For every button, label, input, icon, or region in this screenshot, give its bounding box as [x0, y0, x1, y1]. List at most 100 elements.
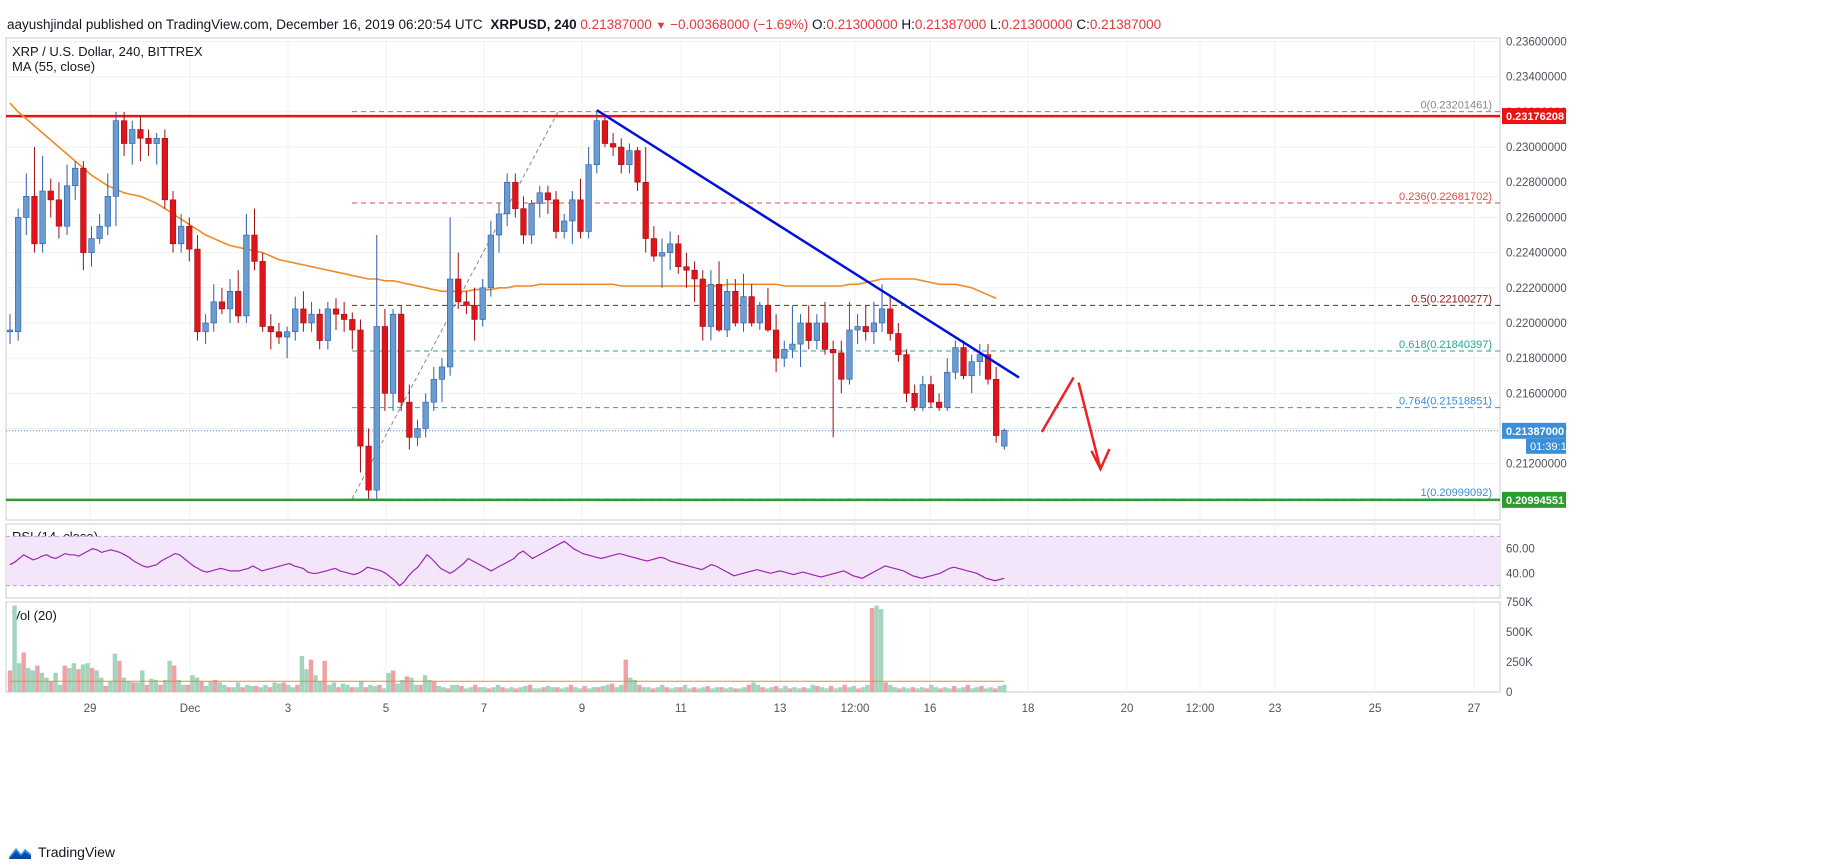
volume-bar [130, 682, 136, 692]
author-name[interactable]: aayushjindal [7, 17, 83, 32]
y-tick-label: 0.23400000 [1506, 72, 1567, 84]
candle-body [104, 196, 111, 227]
candle-body [675, 243, 682, 267]
y-tick-label: 0.23000000 [1506, 142, 1567, 154]
volume-bar [691, 687, 697, 692]
candle-body [642, 181, 649, 239]
support-price-badge: 0.20994551 [1506, 495, 1564, 507]
volume-bar [988, 687, 993, 692]
candle-body [528, 203, 535, 236]
candle-body [781, 349, 788, 359]
candle-body [577, 199, 584, 232]
volume-bar [199, 681, 204, 692]
volume-bar [979, 686, 984, 692]
forecast-arrowhead-icon [1090, 448, 1111, 472]
candle-body [805, 322, 812, 341]
candle-body [935, 401, 943, 408]
volume-bar [892, 687, 898, 692]
volume-bar [44, 677, 49, 692]
candle-body [479, 287, 486, 320]
volume-bar [970, 688, 975, 692]
volume-bar [235, 682, 241, 692]
x-tick-label: 25 [1369, 703, 1382, 715]
candle-body [952, 347, 959, 373]
y-tick-label: 0.22600000 [1506, 212, 1567, 224]
volume-bar [468, 687, 473, 692]
candle-body [772, 329, 780, 359]
footer-brand[interactable]: TradingView [8, 844, 115, 860]
volume-bar [938, 688, 943, 692]
candle-body [512, 181, 519, 209]
volume-bar [965, 684, 971, 692]
candle-body [471, 305, 478, 320]
candle-body [618, 146, 625, 165]
volume-bar [162, 680, 168, 692]
volume-bar [16, 663, 22, 692]
candle-body [365, 445, 372, 491]
x-tick-label: 27 [1468, 703, 1481, 715]
volume-bar [564, 687, 569, 692]
candle-body [226, 291, 234, 310]
volume-bar [217, 682, 223, 692]
volume-bar [929, 684, 934, 692]
volume-bar [108, 681, 113, 692]
x-tick-label: 11 [675, 703, 687, 715]
volume-bar [62, 665, 67, 692]
candle-body [31, 196, 38, 245]
volume-bar [491, 687, 496, 692]
volume-bar [203, 686, 209, 692]
volume-bar [596, 687, 601, 692]
volume-bar [518, 687, 524, 692]
candle-body [732, 291, 739, 324]
candle-body [976, 354, 983, 362]
y-tick-label: 0.23600000 [1506, 37, 1567, 49]
candle-body [699, 278, 706, 327]
volume-bar [723, 688, 729, 692]
candle-body [895, 333, 902, 355]
volume-bar [527, 684, 533, 692]
volume-bar [865, 684, 870, 692]
candle-body [634, 150, 641, 183]
candle-body [919, 384, 926, 408]
down-arrow-icon: ▼ [655, 20, 667, 32]
resistance-price-badge: 0.23176208 [1506, 111, 1564, 123]
volume-bar [509, 687, 514, 692]
volume-bar [231, 687, 236, 692]
candle-body [667, 243, 674, 253]
x-tick-label: 18 [1022, 703, 1035, 715]
volume-bar [847, 687, 852, 692]
volume-bar [582, 686, 587, 692]
volume-bar [568, 684, 574, 692]
volume-bar [441, 687, 446, 692]
y-tick-label: 0.22200000 [1506, 283, 1567, 295]
volume-bar [349, 687, 355, 692]
volume-bar [650, 688, 656, 692]
volume-pane [5, 601, 1501, 693]
volume-bar [463, 688, 469, 692]
volume-bar [669, 688, 674, 692]
candle-body [561, 220, 568, 232]
volume-bar [254, 686, 259, 692]
volume-bar [664, 687, 669, 692]
candle-body [593, 120, 600, 165]
ma-legend: MA (55, close) [12, 59, 95, 74]
volume-bar [778, 688, 784, 692]
x-tick-label: 12:00 [841, 703, 870, 715]
volume-bar [57, 684, 63, 692]
candle-body [145, 137, 152, 144]
candle-body [520, 208, 527, 236]
candle-body [243, 234, 250, 317]
volume-bar [222, 684, 227, 692]
candle-body [854, 326, 861, 331]
fib-level-label: 0.236(0.22681702) [1399, 191, 1492, 203]
volume-bar [755, 684, 761, 692]
candle-body [455, 278, 462, 303]
close-label: C: [1076, 17, 1090, 32]
candle-body [846, 329, 853, 380]
fib-level-label: 0(0.23201461) [1420, 100, 1492, 112]
volume-bar [587, 688, 592, 692]
volume-bar [833, 688, 838, 692]
volume-bar [787, 688, 793, 692]
price-change: −0.00368000 (−1.69%) [670, 17, 809, 32]
